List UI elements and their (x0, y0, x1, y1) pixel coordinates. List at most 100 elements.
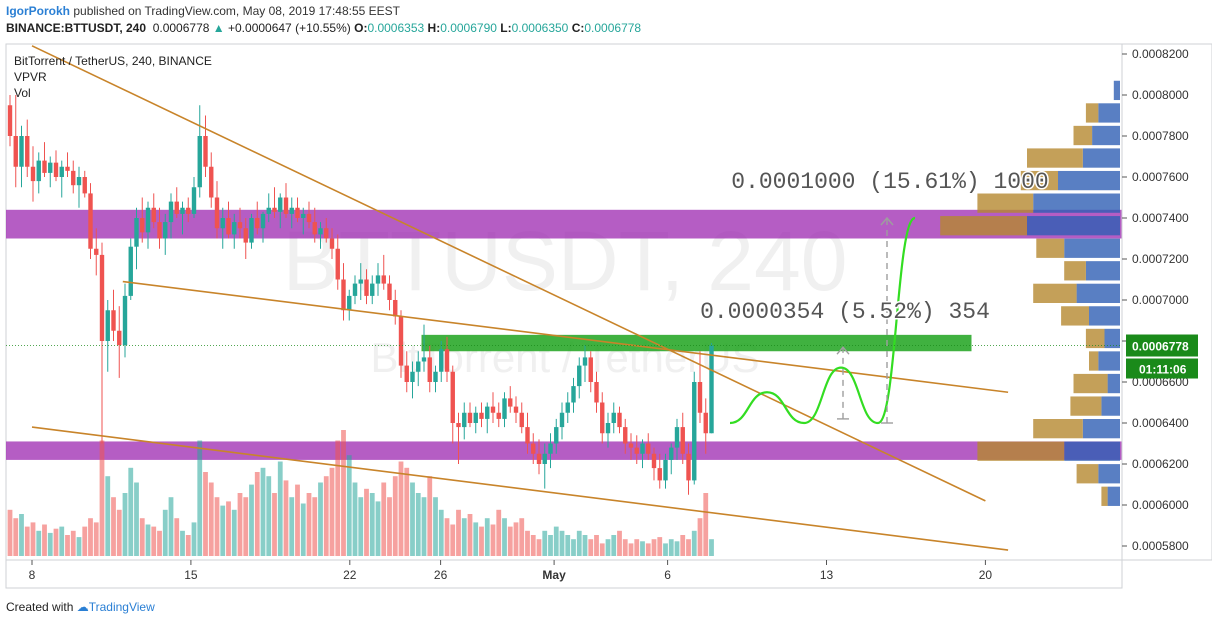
price-tick-label: 0.0006400 (1132, 416, 1189, 430)
tradingview-brand[interactable]: TradingView (88, 600, 155, 614)
volume-bar (450, 524, 456, 556)
trendline[interactable] (122, 280, 1009, 394)
time-tick-label: 8 (29, 568, 36, 582)
volume-bar (134, 482, 139, 556)
candle (48, 162, 53, 173)
legend-vpvr[interactable]: VPVR (14, 70, 47, 84)
volume-profile-up (1101, 396, 1120, 416)
volume-bar (410, 482, 415, 556)
price-tick-label: 0.0007200 (1132, 252, 1189, 266)
volume-bar (93, 522, 99, 556)
trendline[interactable] (31, 45, 986, 502)
open-value: 0.0006353 (367, 21, 425, 35)
candle (99, 254, 105, 341)
volume-bar (70, 530, 76, 556)
candle (180, 207, 185, 214)
volume-profile-up (1082, 419, 1120, 439)
candle (508, 398, 513, 407)
volume-profile-down (1101, 486, 1108, 506)
volume-bar (542, 530, 548, 556)
volume-bar (157, 530, 162, 556)
volume-bar (484, 518, 490, 556)
candle (197, 136, 202, 188)
volume-profile-down (1033, 419, 1083, 439)
volume-bar (82, 526, 88, 556)
candle (370, 283, 375, 296)
volume-bar (36, 530, 42, 556)
candle (140, 218, 145, 233)
candle (289, 207, 294, 214)
volume-bar (415, 493, 421, 556)
candle (19, 136, 24, 167)
volume-bar (168, 497, 174, 556)
candle (709, 345, 714, 434)
volume-bar (111, 497, 116, 556)
low-label: L: (500, 21, 512, 35)
projection-path[interactable] (729, 216, 916, 425)
volume-profile-down (1089, 351, 1099, 371)
candle (640, 443, 645, 454)
candle (571, 386, 576, 403)
candle (157, 222, 162, 239)
volume-bar (42, 524, 47, 556)
volume-bar (375, 501, 381, 556)
volume-bar (691, 530, 697, 556)
volume-bar (122, 493, 128, 556)
volume-profile-down (1033, 283, 1077, 303)
volume-bar (645, 543, 651, 556)
published-text: published on TradingView.com, May 08, 20… (73, 4, 401, 18)
candle (59, 166, 64, 177)
candle (617, 412, 622, 428)
time-tick-label: 13 (820, 568, 834, 582)
candle (565, 402, 570, 413)
candle (209, 166, 214, 198)
candle (42, 160, 47, 173)
candle (692, 382, 697, 481)
volume-profile-down (1027, 148, 1083, 168)
candle (496, 412, 501, 419)
plot-area[interactable] (5, 43, 1123, 561)
candle (243, 228, 248, 243)
candle (479, 412, 484, 419)
price-tick-label: 0.0007800 (1132, 129, 1189, 143)
candle (347, 295, 352, 311)
candle (174, 201, 179, 214)
candle (71, 170, 76, 186)
high-label: H: (427, 21, 441, 35)
candle (260, 213, 266, 229)
candle (531, 443, 536, 454)
time-axis[interactable] (5, 559, 1123, 589)
volume-bar (88, 518, 93, 556)
volume-bar (312, 497, 318, 556)
legend-title: BitTorrent / TetherUS, 240, BINANCE (14, 54, 212, 68)
volume-profile-down (1073, 125, 1093, 146)
trendline[interactable] (31, 426, 1009, 551)
volume-bar (277, 461, 283, 556)
target-zone (421, 334, 972, 352)
candle (36, 160, 41, 182)
volume-bar (59, 526, 65, 556)
candle (220, 218, 225, 229)
ohlc-bar: BINANCE:BTTUSDT, 240 0.0006778 ▲ +0.0000… (6, 21, 641, 35)
author-name[interactable]: IgorPorokh (6, 4, 71, 18)
volume-profile-up (1098, 464, 1120, 484)
volume-bar (530, 535, 536, 556)
candle (519, 412, 524, 428)
price-axis[interactable] (1121, 43, 1212, 561)
volume-bar (519, 518, 525, 556)
volume-bar (214, 497, 220, 556)
volume-profile-down (1064, 261, 1086, 281)
candle (272, 207, 277, 212)
candle (226, 218, 231, 235)
legend-vol[interactable]: Vol (14, 86, 31, 100)
volume-bar (404, 467, 410, 556)
candle (301, 213, 306, 218)
volume-bar (318, 482, 323, 556)
candle (674, 427, 680, 448)
candle (352, 283, 358, 296)
volume-bar (295, 484, 300, 556)
candle (628, 443, 634, 448)
candle (7, 105, 13, 136)
volume-bar (369, 493, 375, 556)
